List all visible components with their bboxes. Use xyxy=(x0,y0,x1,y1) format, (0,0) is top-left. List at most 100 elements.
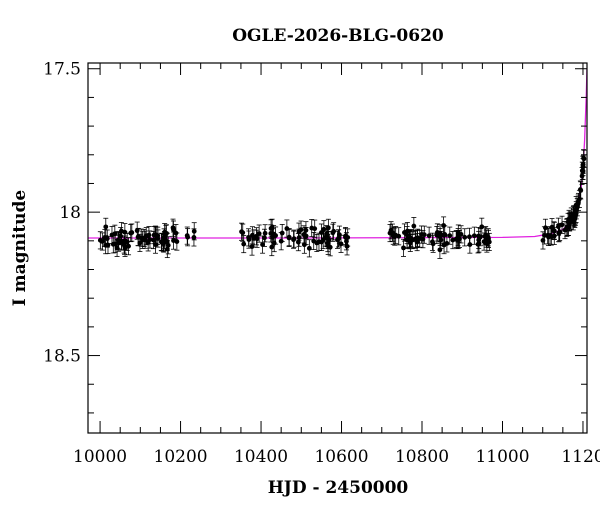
data-marker xyxy=(476,237,482,243)
data-marker xyxy=(271,240,277,246)
data-marker xyxy=(286,235,292,241)
data-marker xyxy=(406,237,412,243)
data-marker xyxy=(419,232,424,237)
data-marker xyxy=(580,164,586,170)
data-point xyxy=(191,222,197,241)
data-point xyxy=(314,233,320,252)
data-point xyxy=(262,224,268,243)
data-point xyxy=(306,239,312,258)
data-marker xyxy=(249,232,255,238)
data-marker xyxy=(559,222,565,228)
data-marker xyxy=(475,241,481,247)
data-point xyxy=(239,222,245,241)
data-point xyxy=(153,226,159,245)
data-marker xyxy=(112,231,118,237)
data-point xyxy=(269,238,275,257)
data-marker xyxy=(298,227,304,233)
data-marker xyxy=(191,228,197,234)
data-marker xyxy=(239,229,244,235)
data-marker xyxy=(295,239,301,245)
data-marker xyxy=(411,223,417,229)
data-marker xyxy=(110,241,116,247)
data-marker xyxy=(134,228,140,234)
data-point xyxy=(284,219,290,238)
data-marker xyxy=(549,224,555,230)
data-marker xyxy=(254,236,260,242)
x-axis-label: HJD - 2450000 xyxy=(268,478,409,498)
data-marker xyxy=(441,223,447,228)
plot-frame xyxy=(87,62,588,434)
data-point xyxy=(441,216,447,235)
data-marker xyxy=(306,245,312,251)
data-marker xyxy=(140,237,146,243)
data-marker xyxy=(324,231,330,237)
data-point xyxy=(483,226,489,245)
data-marker xyxy=(314,240,320,246)
data-marker xyxy=(447,233,453,239)
data-point xyxy=(580,158,586,177)
data-marker xyxy=(426,233,432,239)
data-point xyxy=(571,209,577,228)
data-marker xyxy=(441,232,447,238)
data-point xyxy=(112,224,118,243)
data-point xyxy=(128,224,134,243)
data-marker xyxy=(338,241,344,247)
data-point xyxy=(467,235,473,254)
data-marker xyxy=(540,238,546,243)
data-marker xyxy=(268,231,274,236)
data-marker xyxy=(278,238,284,244)
data-point xyxy=(164,232,170,251)
data-point xyxy=(462,228,468,247)
data-point xyxy=(476,230,482,249)
data-point xyxy=(99,232,105,251)
data-marker xyxy=(430,239,435,245)
x-tick-label: 10000 xyxy=(73,447,127,467)
data-point xyxy=(338,234,344,253)
data-marker xyxy=(579,168,585,174)
data-marker xyxy=(151,237,157,243)
data-point xyxy=(429,232,435,251)
data-marker xyxy=(153,233,159,239)
data-point xyxy=(271,234,277,253)
data-marker xyxy=(249,244,255,249)
data-marker xyxy=(481,239,487,244)
data-marker xyxy=(571,215,577,221)
data-point xyxy=(447,226,453,245)
data-marker xyxy=(291,236,297,242)
x-tick-label: 1120 xyxy=(561,447,600,467)
data-marker xyxy=(577,187,583,192)
data-point xyxy=(412,230,418,249)
data-point xyxy=(549,218,555,237)
data-marker xyxy=(325,243,331,249)
data-marker xyxy=(479,224,485,230)
x-tick-label: 10400 xyxy=(234,447,288,467)
data-marker xyxy=(128,230,134,236)
data-marker xyxy=(269,244,275,250)
data-point xyxy=(444,234,450,253)
data-marker xyxy=(330,230,336,236)
data-marker xyxy=(404,228,410,234)
y-tick-label: 18.5 xyxy=(43,347,81,367)
chart-title: OGLE-2026-BLG-0620 xyxy=(232,26,444,46)
data-point xyxy=(185,228,191,247)
data-marker xyxy=(401,245,406,251)
data-point xyxy=(126,237,132,256)
data-marker xyxy=(116,240,122,246)
data-marker xyxy=(417,236,423,242)
x-tick-label: 10200 xyxy=(154,447,208,467)
data-marker xyxy=(444,240,450,246)
data-marker xyxy=(438,237,444,243)
data-point xyxy=(574,198,580,217)
data-point xyxy=(401,238,407,257)
data-marker xyxy=(325,225,331,231)
data-point xyxy=(296,222,302,241)
data-marker xyxy=(312,226,318,232)
data-marker xyxy=(262,230,268,236)
data-marker xyxy=(319,239,325,245)
data-point xyxy=(279,224,285,243)
y-axis-label: I magnitude xyxy=(10,190,30,307)
data-marker xyxy=(262,235,267,241)
data-marker xyxy=(485,234,491,240)
data-marker xyxy=(246,237,252,243)
